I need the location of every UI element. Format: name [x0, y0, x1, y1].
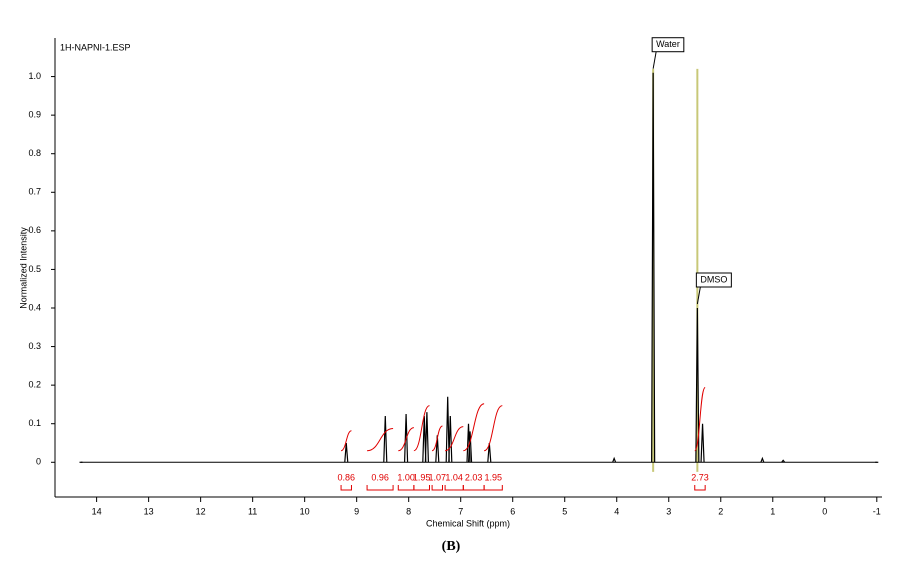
caption: (B) — [442, 539, 461, 554]
peak — [424, 412, 429, 463]
peak — [467, 431, 473, 463]
integral-curve — [431, 425, 443, 452]
integral-label: 1.95 — [484, 472, 502, 482]
integral-curve — [444, 426, 464, 452]
peak — [760, 456, 765, 463]
y-tick-label: 1.0 — [28, 71, 41, 81]
x-tick-label: 12 — [196, 506, 206, 516]
y-tick-label: 0.3 — [28, 341, 41, 351]
y-tick-label: 0 — [36, 457, 41, 467]
integral-bracket — [431, 485, 443, 491]
integral-bracket — [366, 485, 394, 491]
integral-label: 1.00 — [397, 472, 415, 482]
peak — [383, 415, 388, 463]
y-tick-label: 0.1 — [28, 418, 41, 428]
integral-label: 2.03 — [465, 472, 483, 482]
x-tick-label: 13 — [144, 506, 154, 516]
annotation-label: DMSO — [700, 274, 727, 284]
integral-bracket — [483, 485, 503, 491]
peak — [651, 72, 656, 463]
peak — [445, 396, 450, 463]
peak — [695, 307, 700, 463]
annotation-leader — [696, 286, 701, 305]
peak — [448, 415, 453, 463]
integral-bracket — [397, 485, 415, 491]
x-tick-label: 10 — [300, 506, 310, 516]
chart-title: 1H-NAPNI-1.ESP — [60, 42, 131, 52]
y-axis-label: Normalized Intensity — [18, 227, 28, 309]
x-tick-label: 5 — [562, 506, 567, 516]
x-tick-label: 2 — [718, 506, 723, 516]
integral-bracket — [444, 485, 464, 491]
annotation-box — [651, 37, 685, 53]
x-tick-label: 8 — [406, 506, 411, 516]
x-tick-label: 11 — [248, 506, 257, 516]
x-tick-label: 1 — [770, 506, 775, 516]
y-tick-label: 0.2 — [28, 380, 41, 390]
annotation-leader — [652, 51, 657, 69]
x-tick-label: -1 — [873, 506, 881, 516]
x-tick-label: 3 — [666, 506, 671, 516]
integral-label: 0.86 — [338, 472, 356, 482]
annotation-box — [695, 272, 732, 288]
y-tick-label: 0.5 — [28, 264, 41, 274]
integral-bracket — [462, 485, 485, 491]
y-tick-label: 0.8 — [28, 148, 41, 158]
integral-bracket — [413, 485, 430, 491]
integral-label: 2.73 — [691, 472, 709, 482]
x-tick-label: 0 — [822, 506, 827, 516]
integral-curve — [367, 427, 394, 452]
integral-bracket — [340, 485, 352, 491]
integral-curve — [483, 405, 503, 452]
integral-label: 1.04 — [445, 472, 463, 482]
integral-curve — [398, 427, 415, 452]
y-tick-label: 0.7 — [28, 187, 41, 197]
integral-label: 0.96 — [371, 472, 389, 482]
x-tick-label: 4 — [614, 506, 619, 516]
peak — [700, 423, 705, 463]
annotation-label: Water — [656, 39, 680, 49]
integral-label: 1.07 — [429, 472, 447, 482]
x-axis-label: Chemical Shift (ppm) — [426, 518, 510, 528]
peak — [435, 435, 440, 463]
peak — [344, 442, 349, 463]
integral-curve — [694, 387, 706, 452]
integral-label: 1.95 — [413, 472, 431, 482]
integral-bracket — [694, 485, 706, 491]
y-tick-label: 0.9 — [28, 110, 41, 120]
peak — [403, 414, 409, 463]
x-tick-label: 6 — [510, 506, 515, 516]
integral-curve — [340, 430, 352, 452]
x-tick-label: 14 — [92, 506, 102, 516]
y-tick-label: 0.4 — [28, 302, 41, 312]
peak — [612, 456, 617, 463]
integral-curve — [413, 405, 430, 452]
y-tick-label: 0.6 — [28, 225, 41, 235]
x-tick-label: 9 — [354, 506, 359, 516]
integral-curve — [463, 403, 485, 452]
x-tick-label: 7 — [458, 506, 463, 516]
peak — [781, 459, 786, 463]
